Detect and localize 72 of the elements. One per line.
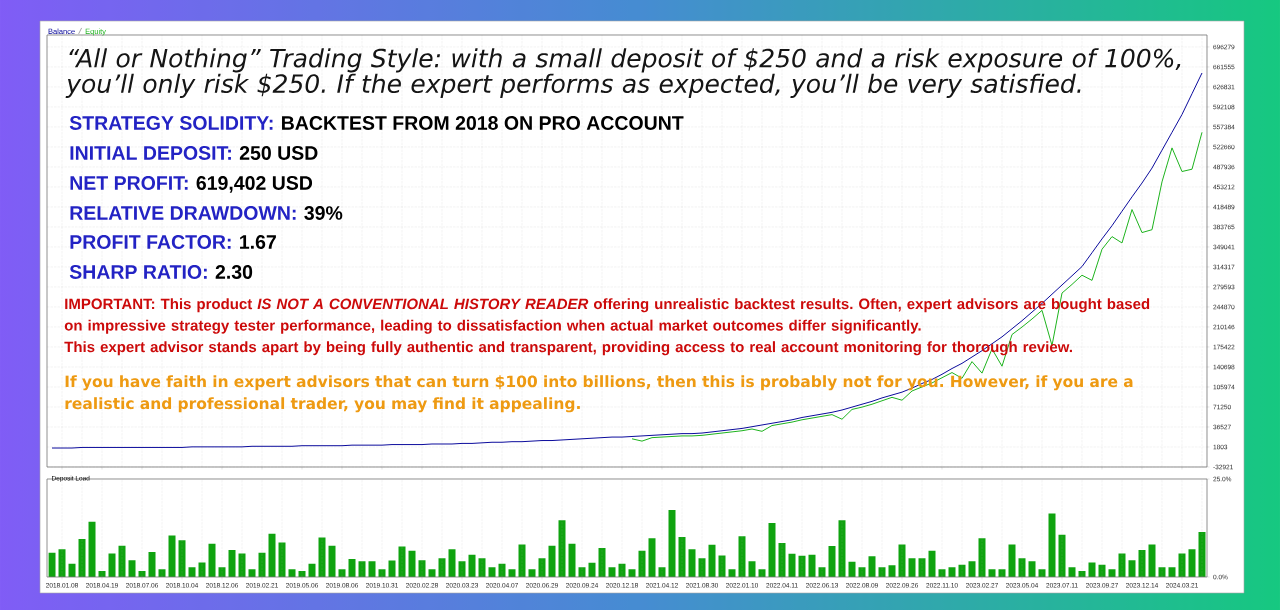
bar	[268, 533, 276, 577]
bar	[968, 561, 976, 577]
bar	[128, 560, 136, 577]
bar	[838, 520, 846, 577]
bar	[448, 549, 456, 577]
annotation: 1.67	[240, 235, 276, 249]
bar	[888, 565, 896, 577]
bar	[468, 554, 476, 577]
bar	[978, 538, 986, 577]
annotation: 39%	[304, 206, 343, 220]
annotation: BACKTEST FROM 2018 ON PRO ACCOUNT	[282, 116, 684, 130]
bar	[88, 521, 96, 577]
bar	[278, 542, 286, 577]
bar	[568, 543, 576, 577]
bar	[668, 509, 676, 577]
bar	[548, 545, 556, 577]
bar	[848, 561, 856, 577]
bar	[398, 546, 406, 577]
bar	[928, 550, 936, 577]
bar	[1068, 567, 1076, 577]
bar	[748, 561, 756, 577]
bar	[348, 558, 356, 577]
bar	[788, 553, 796, 577]
bar	[168, 535, 176, 577]
bar	[678, 537, 686, 577]
bar	[318, 537, 326, 577]
annotation: RELATIVE DRAWDOWN:	[70, 206, 296, 220]
bar	[68, 563, 76, 577]
bar	[368, 561, 376, 577]
annotation: INITIAL DEPOSIT:	[70, 146, 231, 160]
bar	[898, 544, 906, 577]
bar	[1028, 561, 1036, 577]
bar	[1008, 544, 1016, 577]
annotation: 250 USD	[239, 146, 318, 160]
bar	[408, 550, 416, 577]
bar	[768, 522, 776, 577]
bar	[1128, 560, 1136, 577]
annotation: NET PROFIT:	[70, 176, 188, 190]
bar	[228, 549, 236, 577]
bar	[1168, 567, 1176, 577]
bar	[868, 556, 876, 577]
annotation: 2.30	[215, 265, 253, 279]
annotation: “All or Nothing” Trading Style: with a small deposit of $250 and a risk exposure of 100%, you’ll only risk $250. If the expert performs as expected, you’ll be very satisfied.	[65, 48, 1181, 98]
bar	[738, 536, 746, 577]
bar	[558, 520, 566, 577]
annotation: STRATEGY SOLIDITY:	[69, 116, 273, 130]
bar	[948, 567, 956, 577]
bar	[648, 538, 656, 577]
bar	[1088, 562, 1096, 577]
bar	[1188, 549, 1196, 577]
bar	[908, 558, 916, 577]
bar	[688, 549, 696, 577]
bar	[488, 567, 496, 577]
annotation: 619,402 USD	[196, 176, 313, 193]
bar	[328, 545, 336, 577]
bar	[828, 546, 836, 577]
bar	[48, 552, 56, 577]
bar	[188, 567, 196, 577]
bar	[308, 563, 316, 577]
bar	[808, 554, 816, 577]
annotation: PROFIT FACTOR:	[70, 235, 231, 249]
bar	[588, 562, 596, 577]
bar	[518, 544, 526, 577]
bar	[208, 543, 216, 577]
bar	[1048, 513, 1056, 577]
bar	[608, 567, 616, 577]
bar	[708, 544, 716, 577]
bar	[388, 560, 396, 577]
annotation: SHARP RATIO:	[69, 265, 207, 279]
bar	[148, 551, 156, 577]
bar	[1148, 544, 1156, 577]
bar	[108, 553, 116, 577]
